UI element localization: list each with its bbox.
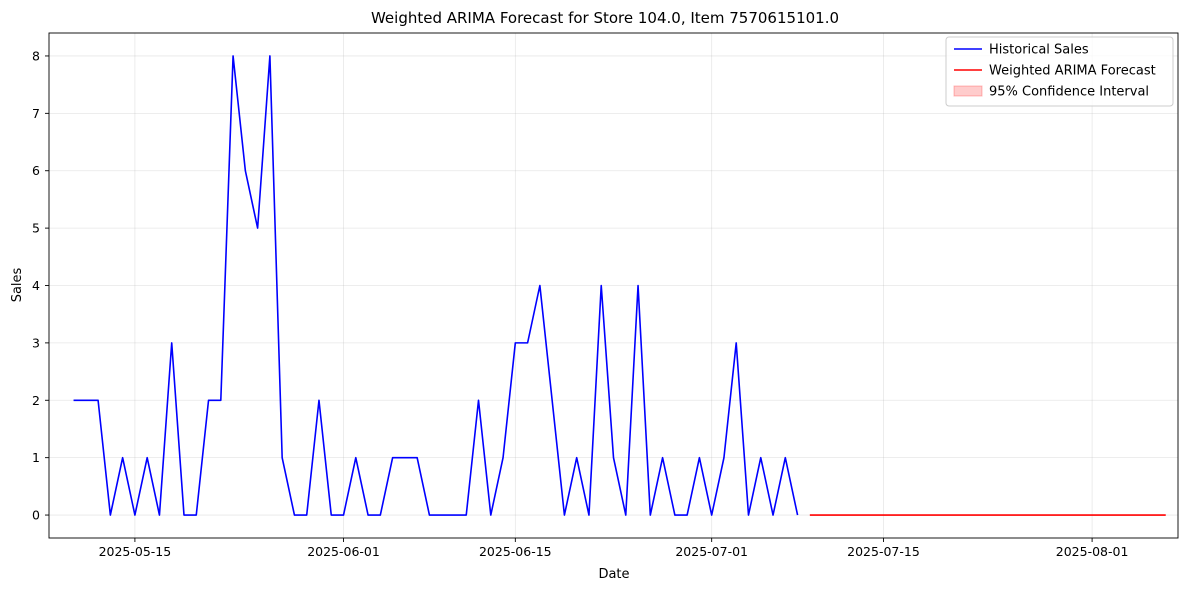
grid: [49, 33, 1178, 538]
x-tick-label: 2025-08-01: [1056, 544, 1129, 559]
x-tick-label: 2025-06-01: [307, 544, 380, 559]
y-tick-label: 4: [32, 278, 40, 293]
y-tick-label: 1: [32, 450, 40, 465]
x-tick-label: 2025-07-15: [847, 544, 920, 559]
y-tick-label: 2: [32, 393, 40, 408]
y-tick-label: 8: [32, 48, 40, 63]
legend-swatch: [953, 85, 983, 97]
historical-sales-line: [73, 55, 799, 516]
y-tick-label: 5: [32, 221, 40, 236]
y-tick-label: 7: [32, 106, 40, 121]
x-axis-label: Date: [598, 567, 629, 582]
chart-title: Weighted ARIMA Forecast for Store 104.0,…: [371, 9, 839, 27]
x-tick-label: 2025-05-15: [99, 544, 172, 559]
legend-label: Historical Sales: [989, 43, 1089, 58]
y-tick-label: 3: [32, 335, 40, 350]
legend: Historical Sales Weighted ARIMA Forecast 9…: [945, 36, 1174, 107]
legend-label: 95% Confidence Interval: [989, 85, 1149, 100]
legend-label: Weighted ARIMA Forecast: [989, 64, 1156, 79]
x-axis: 2025-05-15 2025-06-01 2025-06-15 2025-07-01…: [99, 538, 1129, 559]
y-tick-label: 0: [32, 508, 40, 523]
x-tick-label: 2025-07-01: [675, 544, 748, 559]
y-axis-label: Sales: [10, 267, 25, 302]
y-axis: 0 1 2 3 4 5 6 7 8: [32, 48, 49, 523]
x-tick-label: 2025-06-15: [479, 544, 552, 559]
y-tick-label: 6: [32, 163, 40, 178]
series-layer: [73, 55, 1166, 516]
legend-box: [945, 36, 1174, 107]
